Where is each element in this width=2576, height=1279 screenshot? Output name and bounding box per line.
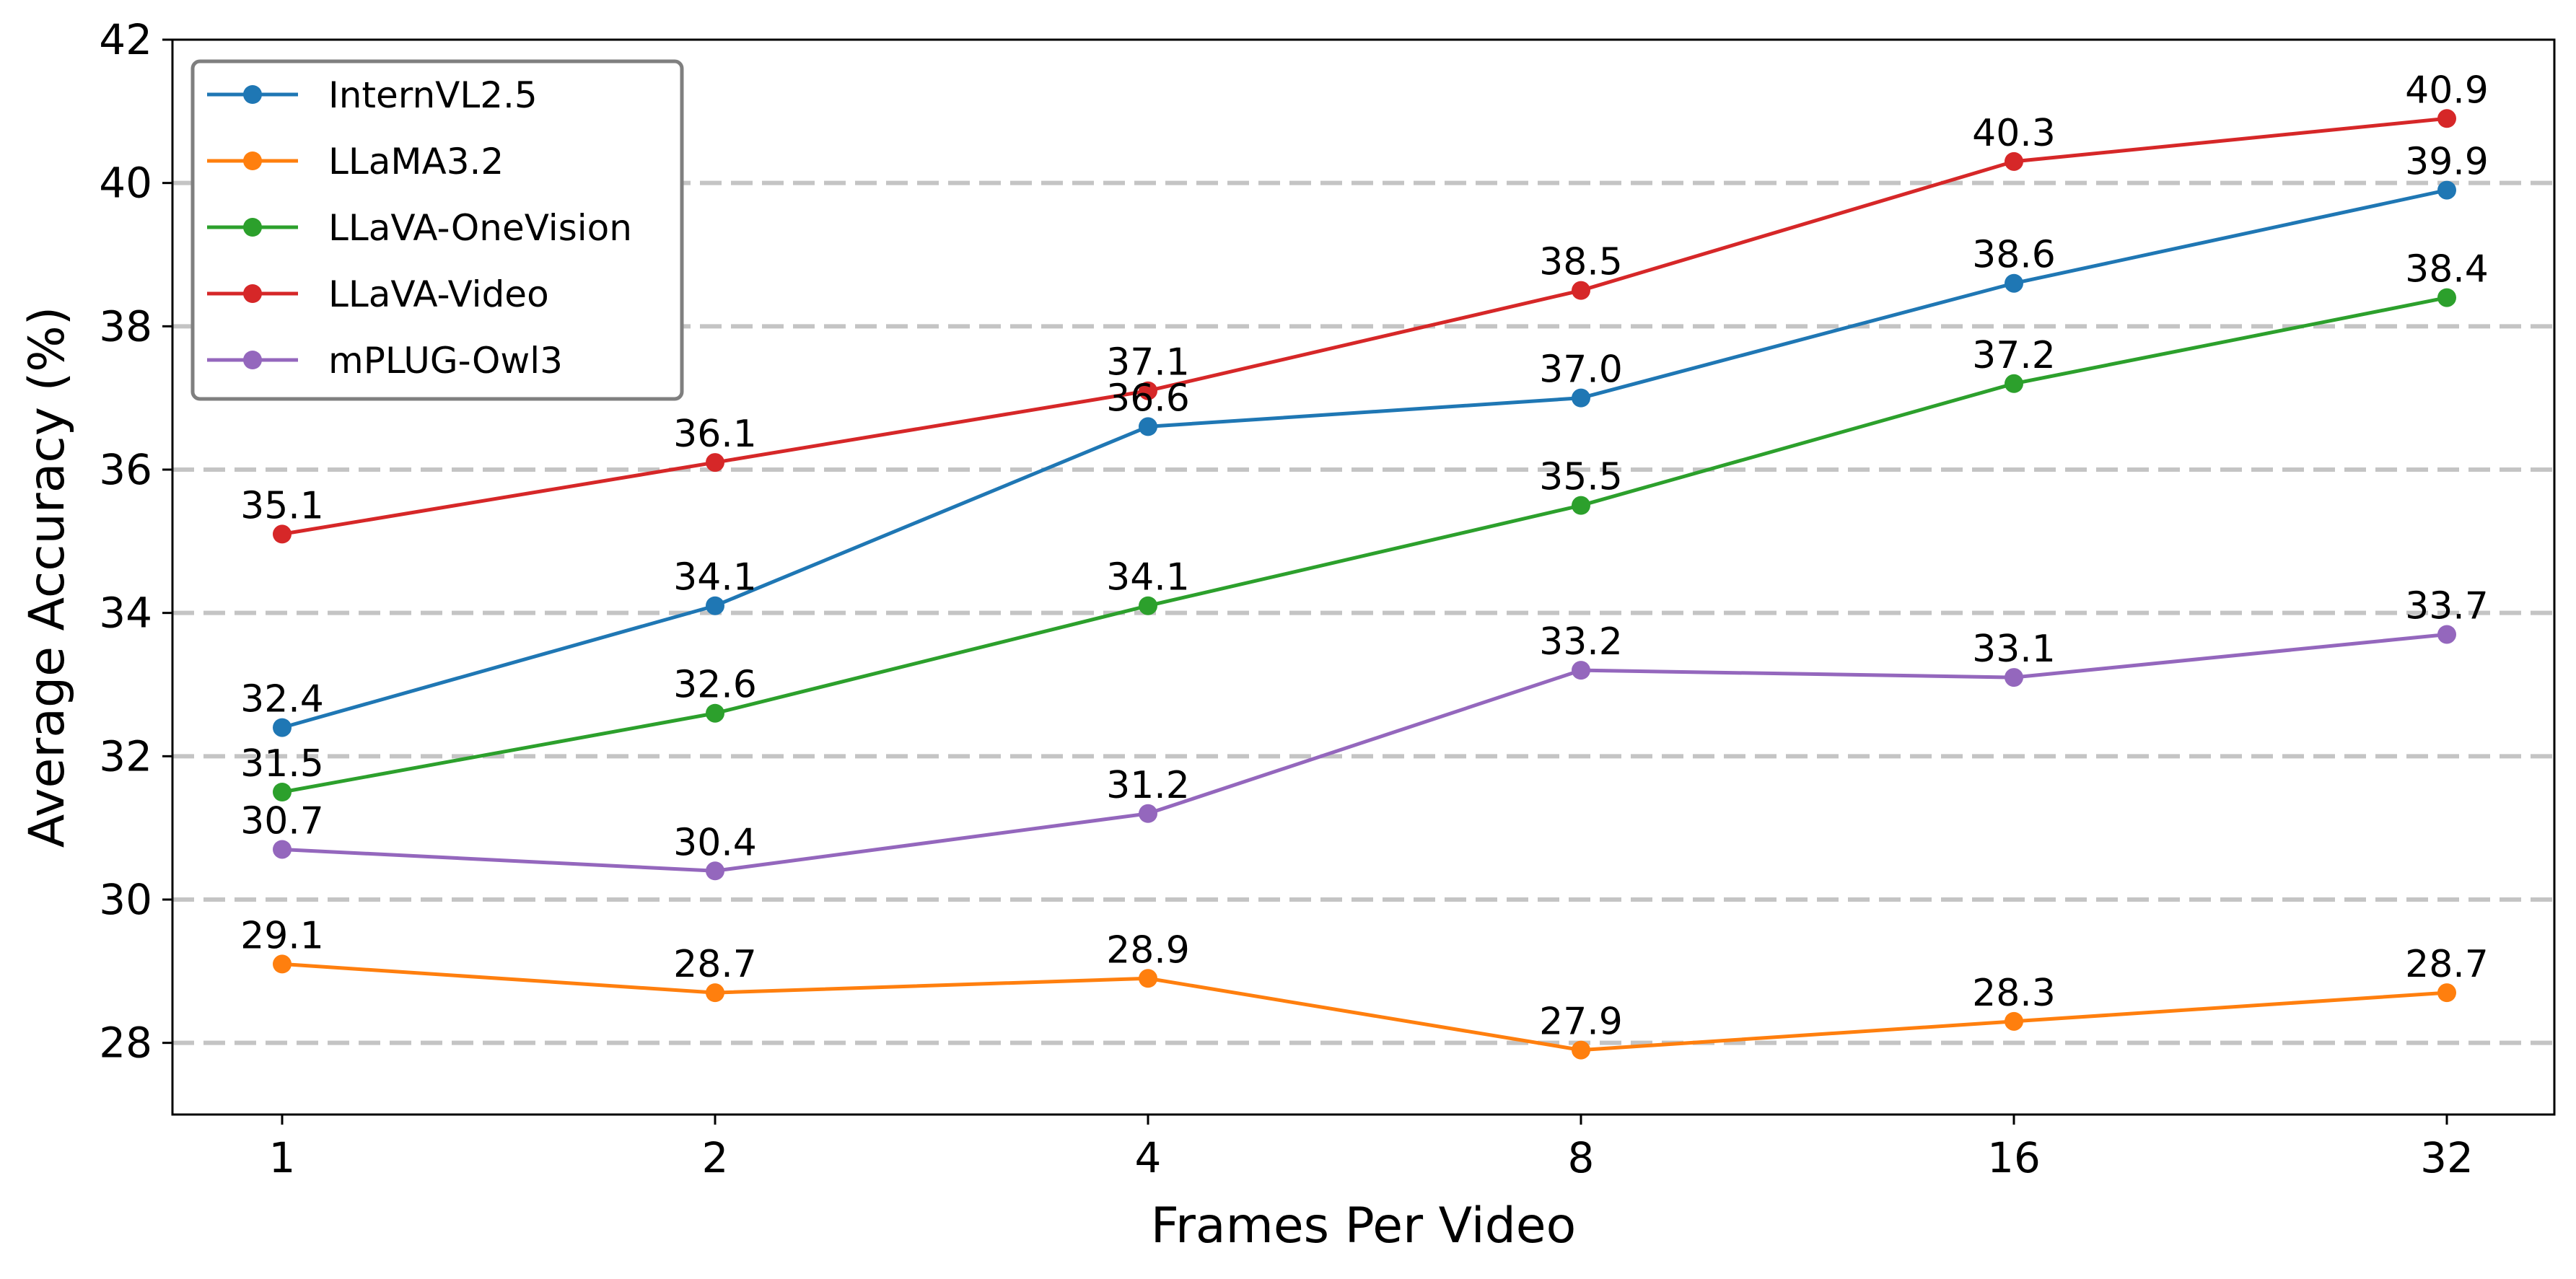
legend-swatch-marker: [243, 218, 262, 237]
y-axis-title: Average Accuracy (%): [19, 307, 76, 848]
legend-swatch-marker: [243, 351, 262, 369]
data-point-llama3-2: [1572, 1040, 1590, 1060]
data-label-llava-onevision: 37.2: [1972, 334, 2056, 377]
series-line-mplug-owl3: [281, 632, 2448, 873]
data-point-llava-onevision: [2005, 374, 2023, 393]
axes: 28 30 32 34 36 38 40 42 1 2 4 8 16 32: [99, 15, 2474, 1182]
grid-lines: [172, 180, 2554, 1045]
x-tick-label: 1: [269, 1133, 296, 1182]
x-tick-label: 8: [1568, 1133, 1595, 1182]
series-line-llava-onevision: [281, 296, 2448, 794]
y-tick-label: 32: [99, 731, 152, 781]
data-point-llama3-2: [2437, 983, 2456, 1003]
series-line-llava-video: [281, 116, 2448, 536]
data-point-mplug-owl3: [1139, 804, 1157, 823]
data-label-internvl2-5: 39.9: [2405, 141, 2489, 184]
data-label-internvl2-5: 37.0: [1539, 348, 1623, 392]
data-label-llama3-2: 28.7: [673, 943, 757, 986]
legend-box: [190, 59, 684, 401]
data-point-internvl2-5: [1572, 388, 1590, 408]
data-label-internvl2-5: 34.1: [673, 556, 757, 599]
series-line-internvl2-5: [281, 188, 2448, 730]
legend-label: LLaVA-OneVision: [328, 207, 632, 249]
data-label-llava-onevision: 32.6: [673, 664, 757, 707]
data-label-internvl2-5: 32.4: [240, 678, 324, 721]
plot-area-frame: [171, 38, 2556, 1116]
data-label-internvl2-5: 36.6: [1106, 377, 1190, 420]
data-label-llava-onevision: 35.5: [1539, 456, 1623, 499]
data-point-mplug-owl3: [2437, 625, 2456, 644]
data-point-llava-onevision: [706, 703, 724, 723]
data-point-llava-video: [2005, 151, 2023, 171]
data-label-mplug-owl3: 30.7: [240, 799, 324, 843]
data-label-llava-video: 38.5: [1539, 241, 1623, 284]
legend-swatch-marker: [243, 85, 262, 104]
y-tick-label: 30: [99, 875, 152, 924]
data-point-llama3-2: [706, 983, 724, 1003]
data-label-mplug-owl3: 33.2: [1539, 620, 1623, 664]
data-labels: 32.4 34.1 36.6 37.0 38.6 39.9 29.1 28.7 28.9 27.9…: [240, 69, 2489, 1043]
data-point-llava-video: [2437, 109, 2456, 128]
data-point-llama3-2: [2005, 1011, 2023, 1031]
data-label-llava-video: 37.1: [1106, 341, 1190, 384]
y-tick-label: 36: [99, 445, 152, 494]
data-point-internvl2-5: [2437, 180, 2456, 200]
data-point-mplug-owl3: [1572, 661, 1590, 680]
data-label-llama3-2: 28.9: [1106, 928, 1190, 972]
data-label-llava-video: 40.3: [1972, 112, 2056, 155]
data-point-llava-onevision: [273, 783, 292, 801]
x-tick-label: 32: [2420, 1133, 2474, 1182]
x-tick-label: 16: [1987, 1133, 2041, 1182]
data-point-llava-onevision: [1139, 596, 1157, 615]
data-label-llama3-2: 28.7: [2405, 943, 2489, 986]
data-label-llava-onevision: 34.1: [1106, 556, 1190, 599]
data-label-llava-onevision: 38.4: [2405, 248, 2489, 291]
data-label-llava-video: 40.9: [2405, 69, 2489, 112]
y-tick-label: 40: [99, 159, 152, 208]
data-label-internvl2-5: 38.6: [1972, 234, 2056, 277]
data-label-llama3-2: 29.1: [240, 914, 324, 957]
data-point-llava-video: [273, 524, 292, 544]
y-tick-label: 34: [99, 589, 152, 638]
data-point-llava-onevision: [2437, 288, 2456, 307]
legend: InternVL2.5 LLaMA3.2 LLaVA-OneVision LLaVA-…: [190, 59, 684, 401]
data-point-llama3-2: [1139, 969, 1157, 988]
data-label-mplug-owl3: 30.4: [673, 821, 757, 864]
y-tick-label: 42: [99, 15, 152, 64]
data-label-mplug-owl3: 31.2: [1106, 764, 1190, 807]
data-label-llama3-2: 28.3: [1972, 972, 2056, 1015]
data-point-llava-onevision: [1572, 496, 1590, 515]
data-point-mplug-owl3: [2005, 668, 2023, 687]
data-point-internvl2-5: [273, 718, 292, 737]
legend-label: LLaMA3.2: [328, 141, 504, 183]
y-tick-label: 28: [99, 1019, 152, 1068]
y-tick-label: 38: [99, 302, 152, 351]
data-point-internvl2-5: [1139, 417, 1157, 436]
data-point-llava-video: [1139, 381, 1157, 400]
data-label-mplug-owl3: 33.7: [2405, 584, 2489, 628]
legend-label: LLaVA-Video: [328, 273, 549, 315]
data-point-llama3-2: [273, 954, 292, 974]
data-point-internvl2-5: [706, 596, 724, 615]
legend-swatch-marker: [243, 151, 262, 170]
data-label-llava-onevision: 31.5: [240, 742, 324, 786]
legend-label: InternVL2.5: [328, 74, 538, 116]
data-point-llava-video: [706, 453, 724, 473]
series-lines: [273, 109, 2456, 1060]
data-point-llava-video: [1572, 281, 1590, 300]
x-tick-label: 4: [1135, 1133, 1162, 1182]
legend-swatch-marker: [243, 284, 262, 303]
data-label-mplug-owl3: 33.1: [1972, 628, 2056, 671]
data-point-internvl2-5: [2005, 273, 2023, 293]
x-tick-label: 2: [702, 1133, 729, 1182]
data-point-mplug-owl3: [706, 861, 724, 881]
data-label-llava-video: 35.1: [240, 484, 324, 527]
x-axis-title: Frames Per Video: [1151, 1197, 1576, 1254]
series-line-llama3-2: [281, 962, 2448, 1052]
data-label-llama3-2: 27.9: [1539, 1001, 1623, 1044]
legend-label: mPLUG-Owl3: [328, 340, 563, 382]
data-point-mplug-owl3: [273, 840, 292, 859]
data-label-llava-video: 36.1: [673, 413, 757, 456]
